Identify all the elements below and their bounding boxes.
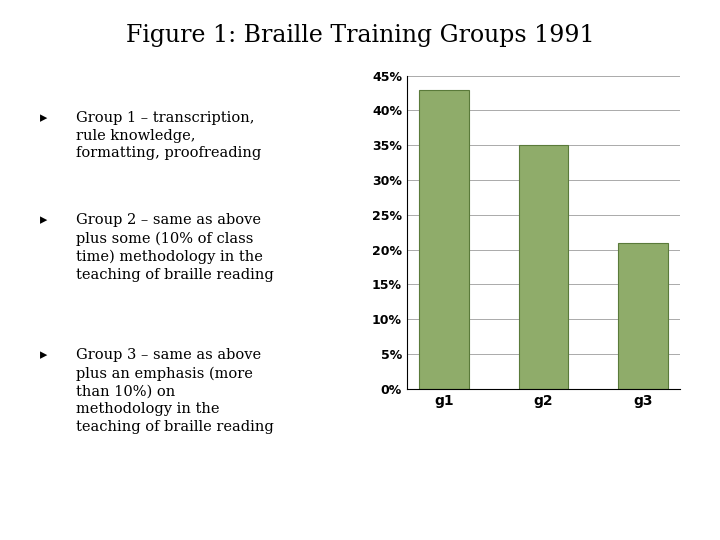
Bar — [518, 145, 569, 389]
Text: ▸: ▸ — [40, 111, 47, 125]
Bar — [419, 90, 469, 389]
Text: ▸: ▸ — [40, 348, 47, 362]
Text: Group 1 – transcription,
rule knowledge,
formatting, proofreading: Group 1 – transcription, rule knowledge,… — [76, 111, 261, 160]
Text: Figure 1: Braille Training Groups 1991: Figure 1: Braille Training Groups 1991 — [126, 24, 594, 48]
Text: Group 3 – same as above
plus an emphasis (more
than 10%) on
methodology in the
t: Group 3 – same as above plus an emphasis… — [76, 348, 274, 434]
Text: Group 2 – same as above
plus some (10% of class
time) methodology in the
teachin: Group 2 – same as above plus some (10% o… — [76, 213, 274, 282]
Bar — [618, 242, 668, 389]
Text: ▸: ▸ — [40, 213, 47, 227]
